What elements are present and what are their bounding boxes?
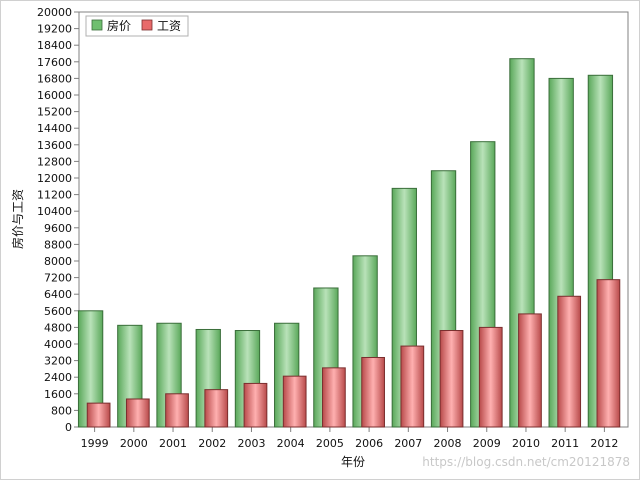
bar-wage bbox=[596, 279, 621, 428]
bar-wage bbox=[243, 382, 268, 428]
y-tick-label: 9600 bbox=[44, 222, 72, 235]
y-tick-label: 8800 bbox=[44, 238, 72, 251]
x-tick-label: 2003 bbox=[237, 437, 265, 450]
y-tick-label: 6400 bbox=[44, 288, 72, 301]
y-tick-label: 15200 bbox=[37, 106, 72, 119]
y-tick-label: 17600 bbox=[37, 56, 72, 69]
x-tick-label: 2001 bbox=[159, 437, 187, 450]
y-axis-title: 房价与工资 bbox=[10, 189, 25, 249]
bar-wage bbox=[86, 402, 111, 428]
x-tick-label: 2006 bbox=[355, 437, 383, 450]
y-tick-label: 12000 bbox=[37, 172, 72, 185]
x-tick-label: 2007 bbox=[394, 437, 422, 450]
y-tick-label: 800 bbox=[51, 404, 72, 417]
bar-wage bbox=[322, 367, 346, 428]
bar-wage bbox=[439, 330, 464, 428]
legend-swatch-house-price bbox=[91, 19, 103, 31]
y-tick-label: 12800 bbox=[37, 155, 72, 168]
legend: 房价 工资 bbox=[85, 15, 189, 37]
y-tick-label: 8000 bbox=[44, 255, 72, 268]
x-tick-label: 2002 bbox=[198, 437, 226, 450]
x-axis-title: 年份 bbox=[341, 455, 365, 469]
watermark-text: https://blog.csdn.net/cm20121878 bbox=[422, 455, 630, 469]
y-tick-label: 13600 bbox=[37, 139, 72, 152]
bar-wage bbox=[361, 356, 385, 428]
y-tick-label: 11200 bbox=[37, 189, 72, 202]
y-tick-label: 10400 bbox=[37, 205, 72, 218]
y-tick-label: 0 bbox=[65, 421, 72, 434]
bar-wage bbox=[557, 295, 582, 428]
y-tick-label: 5600 bbox=[44, 305, 72, 318]
bar-wage bbox=[400, 345, 425, 428]
y-tick-label: 2400 bbox=[44, 371, 72, 384]
bar-wage bbox=[518, 313, 542, 428]
x-tick-label: 2005 bbox=[316, 437, 344, 450]
y-tick-label: 19200 bbox=[37, 23, 72, 36]
y-tick-label: 4800 bbox=[44, 321, 72, 334]
x-axis: 1999 2000 2001 2002 2003 2004 2005 2006 2007 2008… bbox=[81, 427, 618, 450]
bar-wage bbox=[125, 398, 150, 428]
legend-label-house-price: 房价 bbox=[107, 18, 131, 33]
legend-label-wage: 工资 bbox=[157, 19, 181, 33]
x-tick-label: 1999 bbox=[81, 437, 109, 450]
y-tick-label: 20000 bbox=[37, 6, 72, 19]
series-wage-bars bbox=[86, 279, 621, 428]
y-axis: 0 800 1600 2400 3200 4000 4800 5600 6400 7200 8000… bbox=[37, 6, 79, 434]
y-tick-label: 4000 bbox=[44, 338, 72, 351]
bar-wage bbox=[282, 375, 307, 428]
legend-swatch-wage bbox=[141, 19, 153, 31]
y-tick-label: 14400 bbox=[37, 122, 72, 135]
x-tick-label: 2012 bbox=[590, 437, 618, 450]
y-tick-label: 16000 bbox=[37, 89, 72, 102]
x-tick-label: 2009 bbox=[473, 437, 501, 450]
x-tick-label: 2010 bbox=[512, 437, 540, 450]
legend-frame bbox=[85, 15, 189, 37]
bar-wage bbox=[165, 393, 189, 428]
y-tick-label: 16800 bbox=[37, 72, 72, 85]
x-tick-label: 2008 bbox=[434, 437, 462, 450]
y-tick-label: 1600 bbox=[44, 388, 72, 401]
bar-wage bbox=[478, 326, 503, 428]
y-tick-label: 3200 bbox=[44, 355, 72, 368]
x-tick-label: 2000 bbox=[120, 437, 148, 450]
y-tick-label: 7200 bbox=[44, 272, 72, 285]
y-tick-label: 18400 bbox=[37, 39, 72, 52]
x-tick-label: 2004 bbox=[277, 437, 305, 450]
bar-wage bbox=[204, 389, 229, 428]
x-tick-label: 2011 bbox=[551, 437, 579, 450]
